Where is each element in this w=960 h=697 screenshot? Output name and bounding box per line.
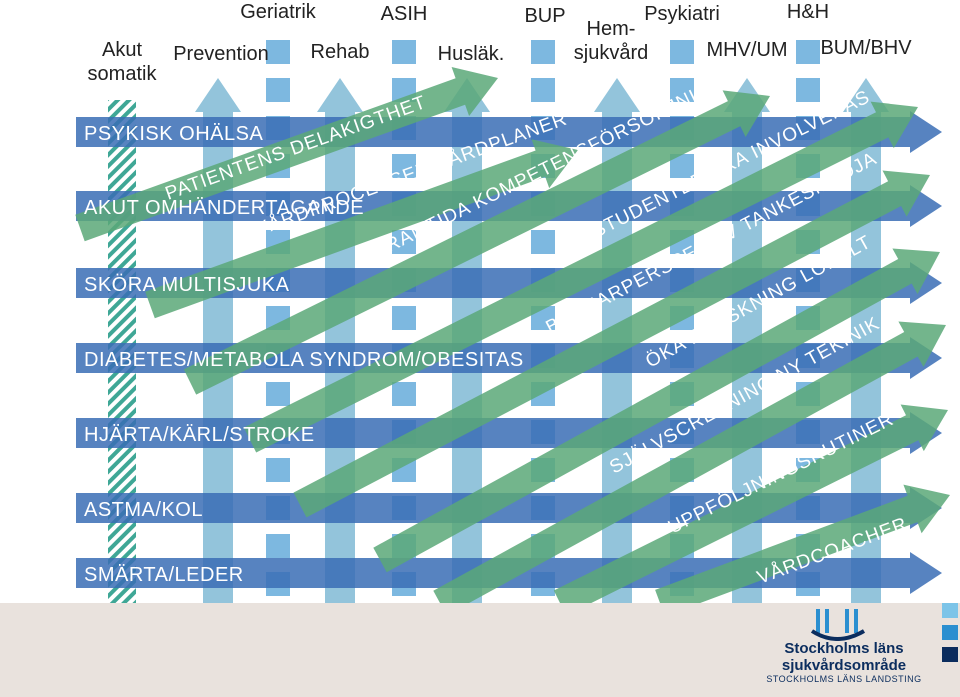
row-label-psykisk-ohalsa: PSYKISK OHÄLSA [84,123,263,145]
column-label-rehab: Rehab [311,41,370,63]
footer-band [0,603,960,697]
row-label-hjarta-karl-stroke: HJÄRTA/KÄRL/STROKE [84,424,315,446]
column-label-asih: ASIH [381,3,428,25]
row-label-skora-multisjuka: SKÖRA MULTISJUKA [84,274,290,296]
column-label-psykiatri: Psykiatri [644,3,720,25]
column-label-bup: BUP [524,5,565,27]
theme-arrow-brukarperspektiv [293,170,930,518]
column-label-mhv-um: MHV/UM [706,39,787,61]
column-label-prevention: Prevention [173,43,269,65]
logo-emblem-icon [810,609,866,641]
theme-arrow-sjalvscreening [433,321,946,616]
theme-arrow-uppfoljning [553,404,948,616]
column-label-hemsjukvard: Hem-sjukvård [574,18,648,64]
row-label-smarta-leder: SMÄRTA/LEDER [84,564,244,586]
theme-arrow-vardcoacher [655,484,950,617]
logo-line-1: Stockholms läns [784,640,904,657]
theme-arrow-vardprocesser [145,139,578,319]
logo-line-2: sjukvårdsområde [781,657,907,674]
theme-arrow-patientens-delaktighet [75,67,499,242]
row-label-diabetes: DIABETES/METABOLA SYNDROM/OBESITAS [84,349,524,371]
column-label-geriatrik: Geriatrik [240,1,317,23]
row-label-akut-omhandertagande: AKUT OMHÄNDERTAGANDE [84,197,364,219]
logo-line-3: STOCKHOLMS LÄNS LANDSTING [766,674,922,684]
theme-arrow-forskning [373,248,940,573]
column-label-bum-bhv: BUM/BHV [820,37,912,59]
column-arrow-prevention [195,78,241,603]
column-label-h-and-h: H&H [787,1,829,23]
logo-square-light [942,603,958,618]
column-label-akut-somatik: Akut somatik [88,39,158,85]
column-arrow-rehab [317,78,363,603]
column-label-huslak: Husläk. [438,43,505,65]
theme-arrow-kompetensforsorjning [183,90,771,395]
theme-arrow-studenter [243,101,919,453]
row-label-astma-kol: ASTMA/KOL [84,499,203,521]
logo-square-dark [942,647,958,662]
logo-square-mid [942,625,958,640]
